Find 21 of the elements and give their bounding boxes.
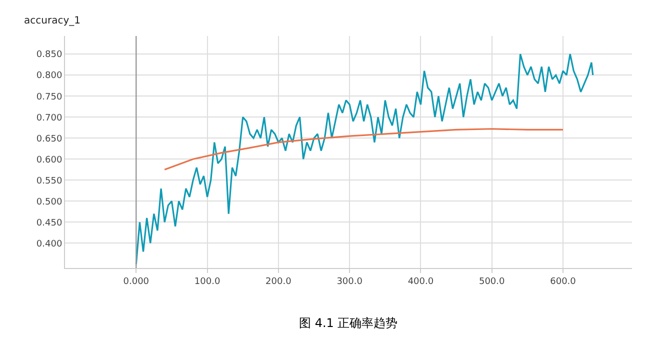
x-tick-label: 400.0: [408, 276, 434, 287]
y-tick-label: 0.700: [36, 113, 62, 124]
y-tick-label: 0.650: [36, 134, 62, 144]
y-tick-label: 0.400: [36, 239, 62, 250]
caption: 图 4.1 正确率趋势: [299, 316, 398, 330]
y-tick-label: 0.850: [36, 50, 62, 60]
y-tick-label: 0.750: [36, 92, 62, 102]
y-tick-label: 0.550: [36, 176, 62, 186]
y-tick-label: 0.600: [36, 155, 62, 166]
y-tick-label: 0.500: [36, 197, 62, 208]
line-series: [135, 53, 594, 266]
x-tick-label: 600.0: [550, 276, 576, 287]
x-tick-label: 0.000: [123, 276, 150, 287]
y-tick-label: 0.800: [36, 71, 62, 82]
x-tick-label: 100.0: [194, 276, 220, 287]
line-series: [164, 128, 564, 170]
y-tick-label: 0.450: [36, 218, 62, 228]
x-tick-label: 200.0: [266, 276, 292, 287]
x-tick-label: 500.0: [478, 276, 506, 287]
chart-title: accuracy_1: [24, 16, 80, 26]
x-tick-label: 300.0: [336, 276, 363, 287]
